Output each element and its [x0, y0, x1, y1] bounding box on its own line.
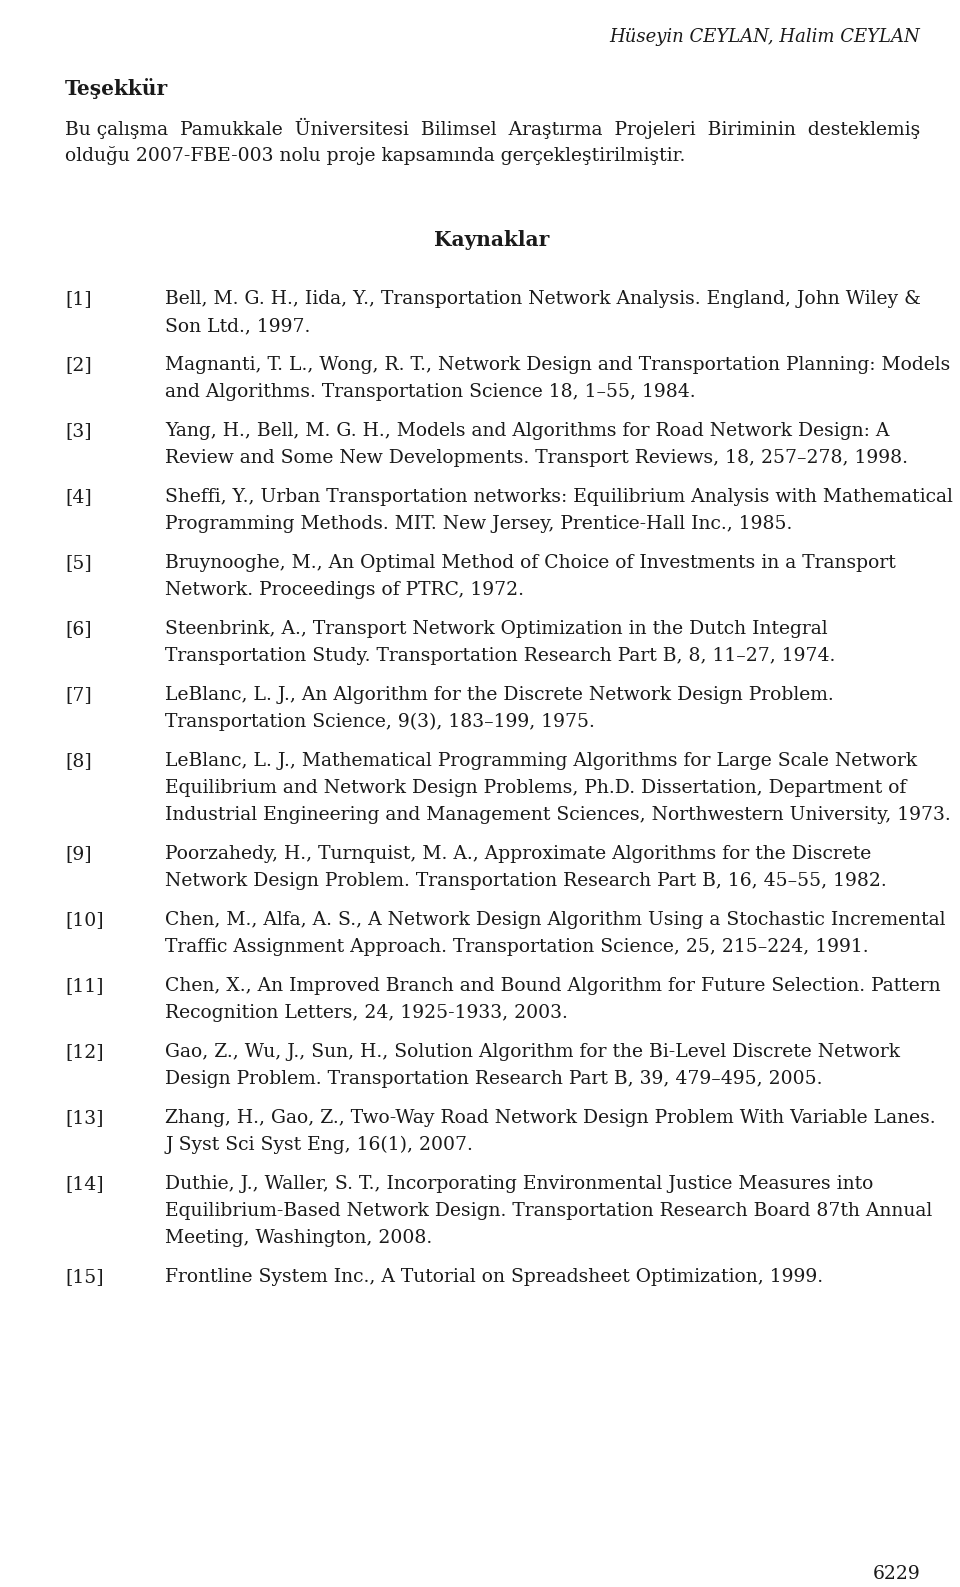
Text: Son Ltd., 1997.: Son Ltd., 1997. — [165, 317, 310, 335]
Text: [6]: [6] — [65, 621, 91, 638]
Text: Magnanti, T. L., Wong, R. T., Network Design and Transportation Planning: Models: Magnanti, T. L., Wong, R. T., Network De… — [165, 355, 950, 375]
Text: Network Design Problem. Transportation Research Part B, 16, 45–55, 1982.: Network Design Problem. Transportation R… — [165, 871, 887, 890]
Text: Transportation Science, 9(3), 183–199, 1975.: Transportation Science, 9(3), 183–199, 1… — [165, 713, 595, 732]
Text: Bu çalışma  Pamukkale  Üniversitesi  Bilimsel  Araştırma  Projeleri  Biriminin  : Bu çalışma Pamukkale Üniversitesi Bilims… — [65, 117, 921, 140]
Text: Hüseyin CEYLAN, Halim CEYLAN: Hüseyin CEYLAN, Halim CEYLAN — [610, 29, 920, 46]
Text: [13]: [13] — [65, 1109, 104, 1127]
Text: Bruynooghe, M., An Optimal Method of Choice of Investments in a Transport: Bruynooghe, M., An Optimal Method of Cho… — [165, 554, 896, 571]
Text: Bell, M. G. H., Iida, Y., Transportation Network Analysis. England, John Wiley &: Bell, M. G. H., Iida, Y., Transportation… — [165, 290, 921, 308]
Text: Equilibrium-Based Network Design. Transportation Research Board 87th Annual: Equilibrium-Based Network Design. Transp… — [165, 1201, 932, 1220]
Text: [4]: [4] — [65, 487, 92, 506]
Text: Poorzahedy, H., Turnquist, M. A., Approximate Algorithms for the Discrete: Poorzahedy, H., Turnquist, M. A., Approx… — [165, 844, 872, 863]
Text: Traffic Assignment Approach. Transportation Science, 25, 215–224, 1991.: Traffic Assignment Approach. Transportat… — [165, 938, 869, 955]
Text: Steenbrink, A., Transport Network Optimization in the Dutch Integral: Steenbrink, A., Transport Network Optimi… — [165, 621, 828, 638]
Text: [3]: [3] — [65, 422, 91, 440]
Text: Recognition Letters, 24, 1925-1933, 2003.: Recognition Letters, 24, 1925-1933, 2003… — [165, 1005, 568, 1022]
Text: Kaynaklar: Kaynaklar — [434, 230, 550, 251]
Text: [14]: [14] — [65, 1174, 104, 1193]
Text: [11]: [11] — [65, 978, 104, 995]
Text: [8]: [8] — [65, 752, 92, 770]
Text: 6229: 6229 — [873, 1565, 920, 1582]
Text: Gao, Z., Wu, J., Sun, H., Solution Algorithm for the Bi-Level Discrete Network: Gao, Z., Wu, J., Sun, H., Solution Algor… — [165, 1043, 900, 1062]
Text: Programming Methods. MIT. New Jersey, Prentice-Hall Inc., 1985.: Programming Methods. MIT. New Jersey, Pr… — [165, 516, 792, 533]
Text: [10]: [10] — [65, 911, 104, 928]
Text: Meeting, Washington, 2008.: Meeting, Washington, 2008. — [165, 1228, 432, 1247]
Text: [2]: [2] — [65, 355, 92, 375]
Text: Zhang, H., Gao, Z., Two-Way Road Network Design Problem With Variable Lanes.: Zhang, H., Gao, Z., Two-Way Road Network… — [165, 1109, 936, 1127]
Text: J Syst Sci Syst Eng, 16(1), 2007.: J Syst Sci Syst Eng, 16(1), 2007. — [165, 1136, 473, 1154]
Text: [9]: [9] — [65, 844, 91, 863]
Text: [12]: [12] — [65, 1043, 104, 1062]
Text: LeBlanc, L. J., An Algorithm for the Discrete Network Design Problem.: LeBlanc, L. J., An Algorithm for the Dis… — [165, 686, 833, 705]
Text: Review and Some New Developments. Transport Reviews, 18, 257–278, 1998.: Review and Some New Developments. Transp… — [165, 449, 908, 467]
Text: [5]: [5] — [65, 554, 92, 571]
Text: Chen, M., Alfa, A. S., A Network Design Algorithm Using a Stochastic Incremental: Chen, M., Alfa, A. S., A Network Design … — [165, 911, 946, 928]
Text: Network. Proceedings of PTRC, 1972.: Network. Proceedings of PTRC, 1972. — [165, 581, 524, 598]
Text: Teşekkür: Teşekkür — [65, 78, 168, 98]
Text: olduğu 2007-FBE-003 nolu proje kapsamında gerçekleştirilmiştir.: olduğu 2007-FBE-003 nolu proje kapsamınd… — [65, 146, 685, 165]
Text: Equilibrium and Network Design Problems, Ph.D. Dissertation, Department of: Equilibrium and Network Design Problems,… — [165, 779, 906, 797]
Text: [7]: [7] — [65, 686, 92, 705]
Text: Yang, H., Bell, M. G. H., Models and Algorithms for Road Network Design: A: Yang, H., Bell, M. G. H., Models and Alg… — [165, 422, 889, 440]
Text: LeBlanc, L. J., Mathematical Programming Algorithms for Large Scale Network: LeBlanc, L. J., Mathematical Programming… — [165, 752, 917, 770]
Text: [1]: [1] — [65, 290, 91, 308]
Text: [15]: [15] — [65, 1268, 104, 1285]
Text: Design Problem. Transportation Research Part B, 39, 479–495, 2005.: Design Problem. Transportation Research … — [165, 1070, 823, 1089]
Text: Frontline System Inc., A Tutorial on Spreadsheet Optimization, 1999.: Frontline System Inc., A Tutorial on Spr… — [165, 1268, 823, 1285]
Text: Sheffi, Y., Urban Transportation networks: Equilibrium Analysis with Mathematica: Sheffi, Y., Urban Transportation network… — [165, 487, 953, 506]
Text: Chen, X., An Improved Branch and Bound Algorithm for Future Selection. Pattern: Chen, X., An Improved Branch and Bound A… — [165, 978, 941, 995]
Text: Transportation Study. Transportation Research Part B, 8, 11–27, 1974.: Transportation Study. Transportation Res… — [165, 647, 835, 665]
Text: and Algorithms. Transportation Science 18, 1–55, 1984.: and Algorithms. Transportation Science 1… — [165, 382, 696, 402]
Text: Industrial Engineering and Management Sciences, Northwestern University, 1973.: Industrial Engineering and Management Sc… — [165, 806, 950, 824]
Text: Duthie, J., Waller, S. T., Incorporating Environmental Justice Measures into: Duthie, J., Waller, S. T., Incorporating… — [165, 1174, 874, 1193]
